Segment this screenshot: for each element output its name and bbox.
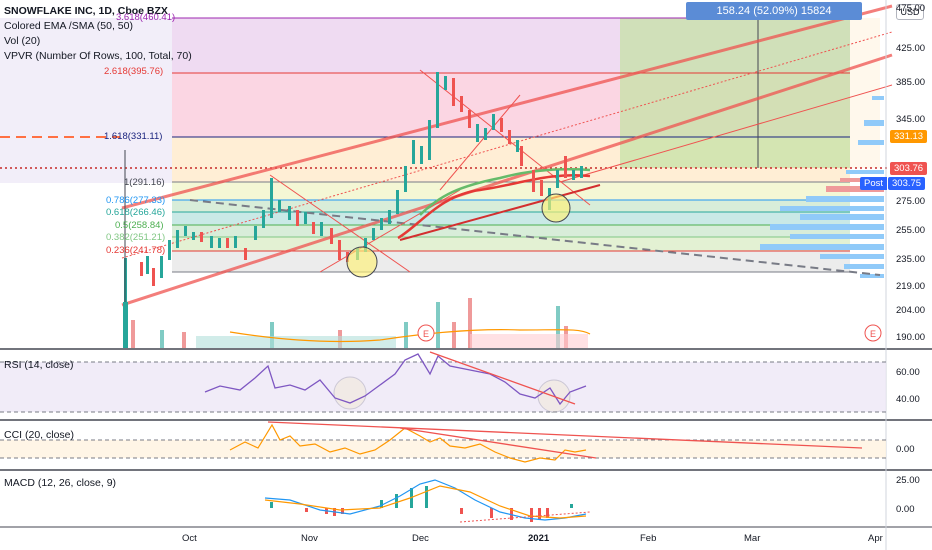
price-tick: 475.00 (896, 3, 926, 14)
fib-label-1: 1(291.16) (124, 177, 165, 188)
price-tick: 204.00 (896, 305, 926, 316)
legend-vpvr[interactable]: VPVR (Number Of Rows, 100, Total, 70) (4, 50, 192, 62)
legend-volume[interactable]: Vol (20) (4, 35, 41, 47)
volume-profile (760, 96, 884, 278)
fib-label-0786: 0.786(277.33) (106, 195, 166, 206)
post-market-price-tag: 303.75 (888, 177, 926, 190)
fib-label-1618: 1.618(331.11) (104, 131, 163, 142)
fib-label-05: 0.5(258.84) (115, 220, 164, 231)
rsi-tick: 40.00 (896, 394, 920, 405)
price-tick: 425.00 (896, 43, 926, 54)
cci-pane (0, 421, 886, 463)
time-tick: Oct (182, 533, 197, 544)
price-tick: 255.00 (896, 225, 926, 236)
price-tick: 385.00 (896, 77, 926, 88)
price-tick: 345.00 (896, 114, 926, 125)
fib-label-3618: 3.618(460.41) (116, 12, 176, 23)
svg-text:E: E (423, 329, 429, 339)
fib-label-0382: 0.382(251.21) (106, 232, 166, 243)
time-tick: Apr (868, 533, 883, 544)
symbol-title[interactable]: SNOWFLAKE INC, 1D, Cboe BZX (4, 5, 168, 17)
price-tick: 219.00 (896, 281, 926, 292)
earnings-markers[interactable]: E E (417, 324, 882, 342)
post-market-label: Post (860, 177, 888, 190)
macd-legend[interactable]: MACD (12, 26, close, 9) (4, 477, 117, 489)
volume-bars (123, 298, 591, 348)
macd-tick: 25.00 (896, 475, 920, 486)
legend-ema-sma[interactable]: Colored EMA /SMA (50, 50) (4, 20, 133, 32)
currency-button[interactable]: USD (896, 4, 924, 20)
rsi-pane (0, 351, 886, 413)
macd-pane (264, 479, 591, 523)
cci-legend[interactable]: CCI (20, close) (4, 429, 75, 441)
fib-label-0236: 0.236(241.78) (106, 245, 166, 256)
macd-tick: 0.00 (896, 504, 915, 515)
time-tick: Feb (640, 533, 657, 544)
last-price-tag: 303.76 (890, 162, 928, 175)
legend-main: SNOWFLAKE INC, 1D, Cboe BZX Colored EMA … (4, 4, 192, 64)
price-candles (124, 72, 583, 306)
time-tick: Nov (301, 533, 318, 544)
price-tick: 275.00 (896, 196, 926, 207)
fib-retracement-zones (0, 18, 880, 272)
time-tick: 2021 (528, 533, 550, 544)
target-price-tag: 331.13 (890, 130, 928, 143)
fib-label-0618: 0.618(266.46) (106, 207, 166, 218)
price-tick: 190.00 (896, 332, 926, 343)
rsi-tick: 60.00 (896, 367, 920, 378)
cci-tick: 0.00 (896, 444, 915, 455)
pane-separators[interactable] (0, 348, 932, 528)
time-tick: Dec (412, 533, 429, 544)
trend-channel (121, 4, 893, 307)
moving-averages (397, 168, 591, 240)
measure-result-label: 158.24 (52.09%) 15824 (686, 2, 862, 20)
fib-label-2618: 2.618(395.76) (104, 66, 164, 77)
time-tick: Mar (744, 533, 761, 544)
rsi-legend[interactable]: RSI (14, close) (4, 359, 74, 371)
price-tick: 235.00 (896, 254, 926, 265)
svg-text:E: E (870, 329, 876, 339)
